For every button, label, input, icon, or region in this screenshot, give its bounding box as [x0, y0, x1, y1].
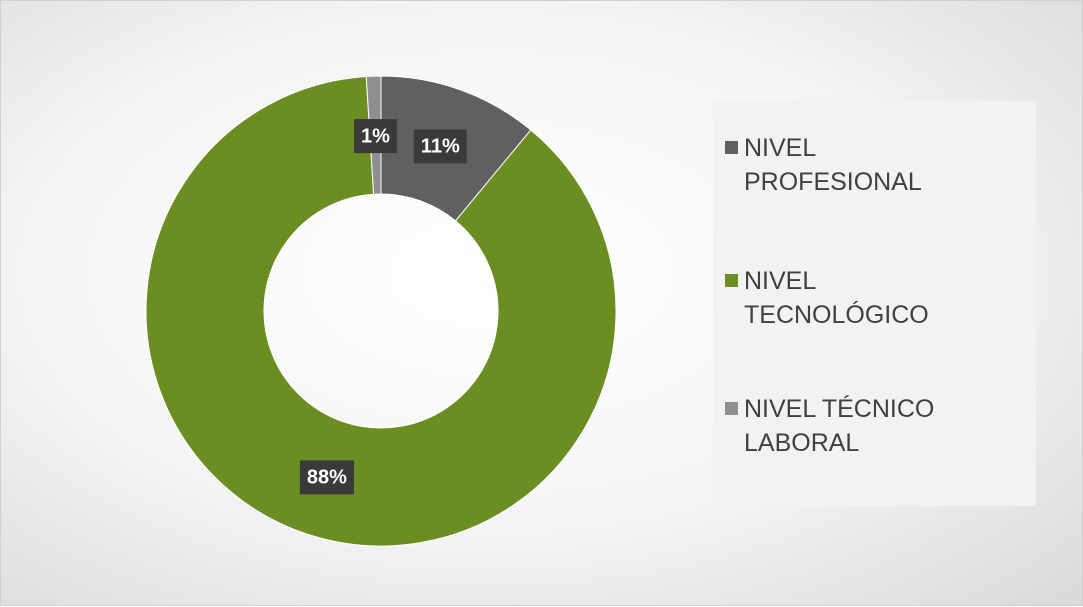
legend-item: NIVEL TECNOLÓGICO	[725, 264, 1026, 332]
legend-item: NIVEL TÉCNICO LABORAL	[725, 392, 1026, 460]
legend-swatch	[725, 274, 738, 287]
data-label-text: 11%	[421, 136, 460, 158]
data-label: 1%	[354, 119, 397, 154]
legend-swatch	[725, 141, 738, 154]
legend-label: NIVEL TÉCNICO LABORAL	[744, 395, 935, 457]
legend: NIVEL PROFESIONAL NIVEL TECNOLÓGICO NIVEL …	[713, 101, 1036, 506]
data-label-box	[299, 460, 354, 495]
legend-item: NIVEL PROFESIONAL	[725, 131, 1026, 199]
data-label-box	[413, 129, 467, 164]
data-label: 88%	[299, 460, 354, 495]
data-label-box	[354, 119, 397, 154]
data-label-text: 1%	[361, 125, 390, 147]
legend-label: NIVEL TECNOLÓGICO	[744, 267, 929, 329]
legend-swatch	[725, 402, 738, 415]
donut-slice	[145, 75, 617, 547]
data-label: 11%	[413, 129, 467, 164]
data-label-text: 88%	[307, 467, 347, 489]
legend-label: NIVEL PROFESIONAL	[744, 134, 922, 196]
